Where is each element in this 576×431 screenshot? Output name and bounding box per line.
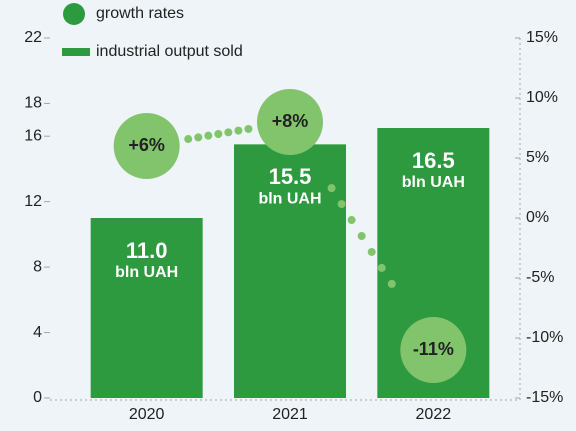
bar-unit-label: bln UAH [115, 264, 178, 281]
connector-dot [234, 126, 243, 135]
legend-label: growth rates [96, 5, 184, 22]
growth-label: -11% [413, 339, 454, 359]
y-tick-label: 12 [24, 193, 42, 210]
connector-dot [377, 263, 386, 272]
connector-dot [357, 232, 366, 240]
y-tick-label: 0 [33, 389, 42, 406]
growth-point [257, 89, 323, 155]
connector-dot [347, 216, 356, 225]
connector-dot [244, 124, 253, 133]
bar [234, 144, 346, 398]
bar-value-label: 11.0 [126, 238, 168, 263]
y2-tick-label: 0% [526, 209, 549, 226]
y-tick-label: 4 [33, 324, 42, 341]
x-tick-label: 2022 [416, 406, 452, 423]
bar-value-label: 16.5 [412, 148, 455, 173]
connector-dot [367, 247, 376, 256]
growth-label: +6% [128, 135, 165, 155]
y2-tick-label: 10% [526, 89, 558, 106]
growth-point [113, 113, 180, 179]
connector-dot [327, 184, 336, 193]
legend-label: industrial output sold [96, 43, 243, 60]
connector-dot [214, 130, 223, 138]
legend-swatch [63, 3, 85, 25]
y2-tick-label: -5% [526, 269, 554, 286]
growth-point [400, 317, 467, 383]
bar-value-label: 15.5 [269, 164, 312, 189]
connector-dot [194, 133, 203, 142]
bar [90, 218, 203, 398]
x-tick-label: 2021 [272, 406, 308, 423]
bar-unit-label: bln UAH [402, 174, 465, 191]
connector-dot [337, 200, 346, 209]
x-tick-label: 2020 [129, 406, 165, 423]
connector-dot [387, 279, 396, 288]
legend-swatch [62, 48, 90, 56]
connector-dot [224, 128, 233, 137]
y2-tick-label: -15% [526, 389, 563, 406]
y2-tick-label: 15% [526, 29, 558, 46]
y-tick-label: 16 [24, 127, 42, 144]
bar-unit-label: bln UAH [258, 191, 321, 208]
y-tick-label: 22 [24, 29, 42, 46]
y2-tick-label: -10% [526, 329, 563, 346]
growth-label: +8% [272, 111, 309, 131]
connector-dot [204, 131, 213, 140]
y-tick-label: 8 [33, 258, 42, 275]
connector-dot [184, 135, 193, 144]
y-tick-label: 18 [24, 95, 42, 112]
y2-tick-label: 5% [526, 149, 549, 166]
